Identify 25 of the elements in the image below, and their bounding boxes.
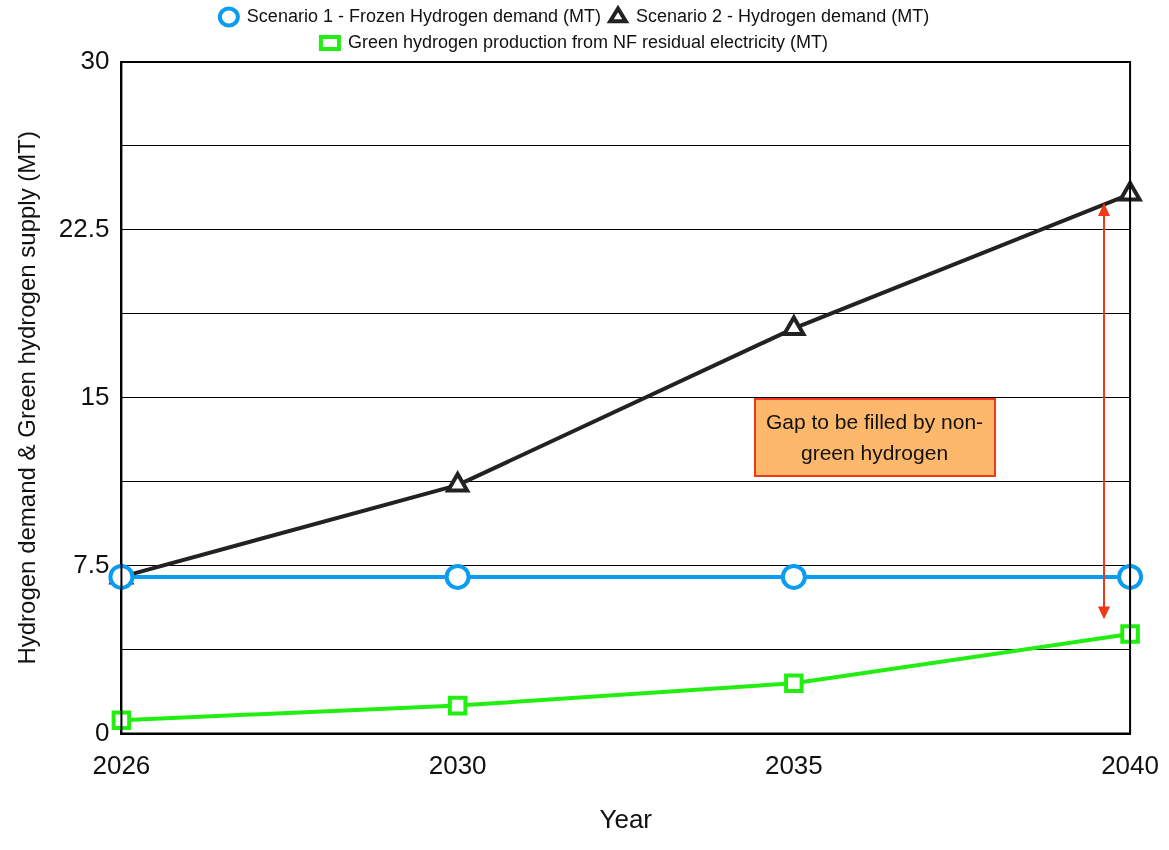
x-tick-label: 2035 — [764, 750, 823, 781]
point — [780, 563, 807, 590]
annotation: Gap to be filled by non-green hydrogen — [753, 397, 996, 477]
point — [444, 563, 471, 590]
x-tick-label: 2030 — [428, 750, 487, 781]
y-axis-title: Hydrogen demand & Green hydrogen supply (MT) — [13, 131, 41, 665]
point — [111, 710, 132, 730]
legend-label: Green hydrogen production from NF residual electricity (MT) — [347, 31, 829, 52]
y-tick-label: 15 — [80, 380, 110, 411]
x-tick-label: 2026 — [92, 750, 151, 781]
point — [782, 315, 806, 336]
x-tick-label: 2040 — [1101, 750, 1159, 781]
legend-label: Scenario 2 - Hydrogen demand (MT) — [636, 5, 930, 26]
point — [1120, 624, 1140, 644]
y-tick-label: 30 — [80, 45, 110, 76]
y-tick-label: 7.5 — [73, 548, 110, 579]
point — [784, 673, 804, 694]
point — [1118, 181, 1142, 202]
legend-label: Scenario 1 - Frozen Hydrogen demand (MT) — [246, 5, 602, 26]
point — [446, 472, 470, 493]
y-tick-label: 22.5 — [58, 213, 110, 244]
x-axis-title: Year — [599, 803, 653, 834]
y-tick-label: 0 — [94, 716, 110, 747]
point — [447, 695, 468, 716]
point — [1117, 563, 1144, 590]
